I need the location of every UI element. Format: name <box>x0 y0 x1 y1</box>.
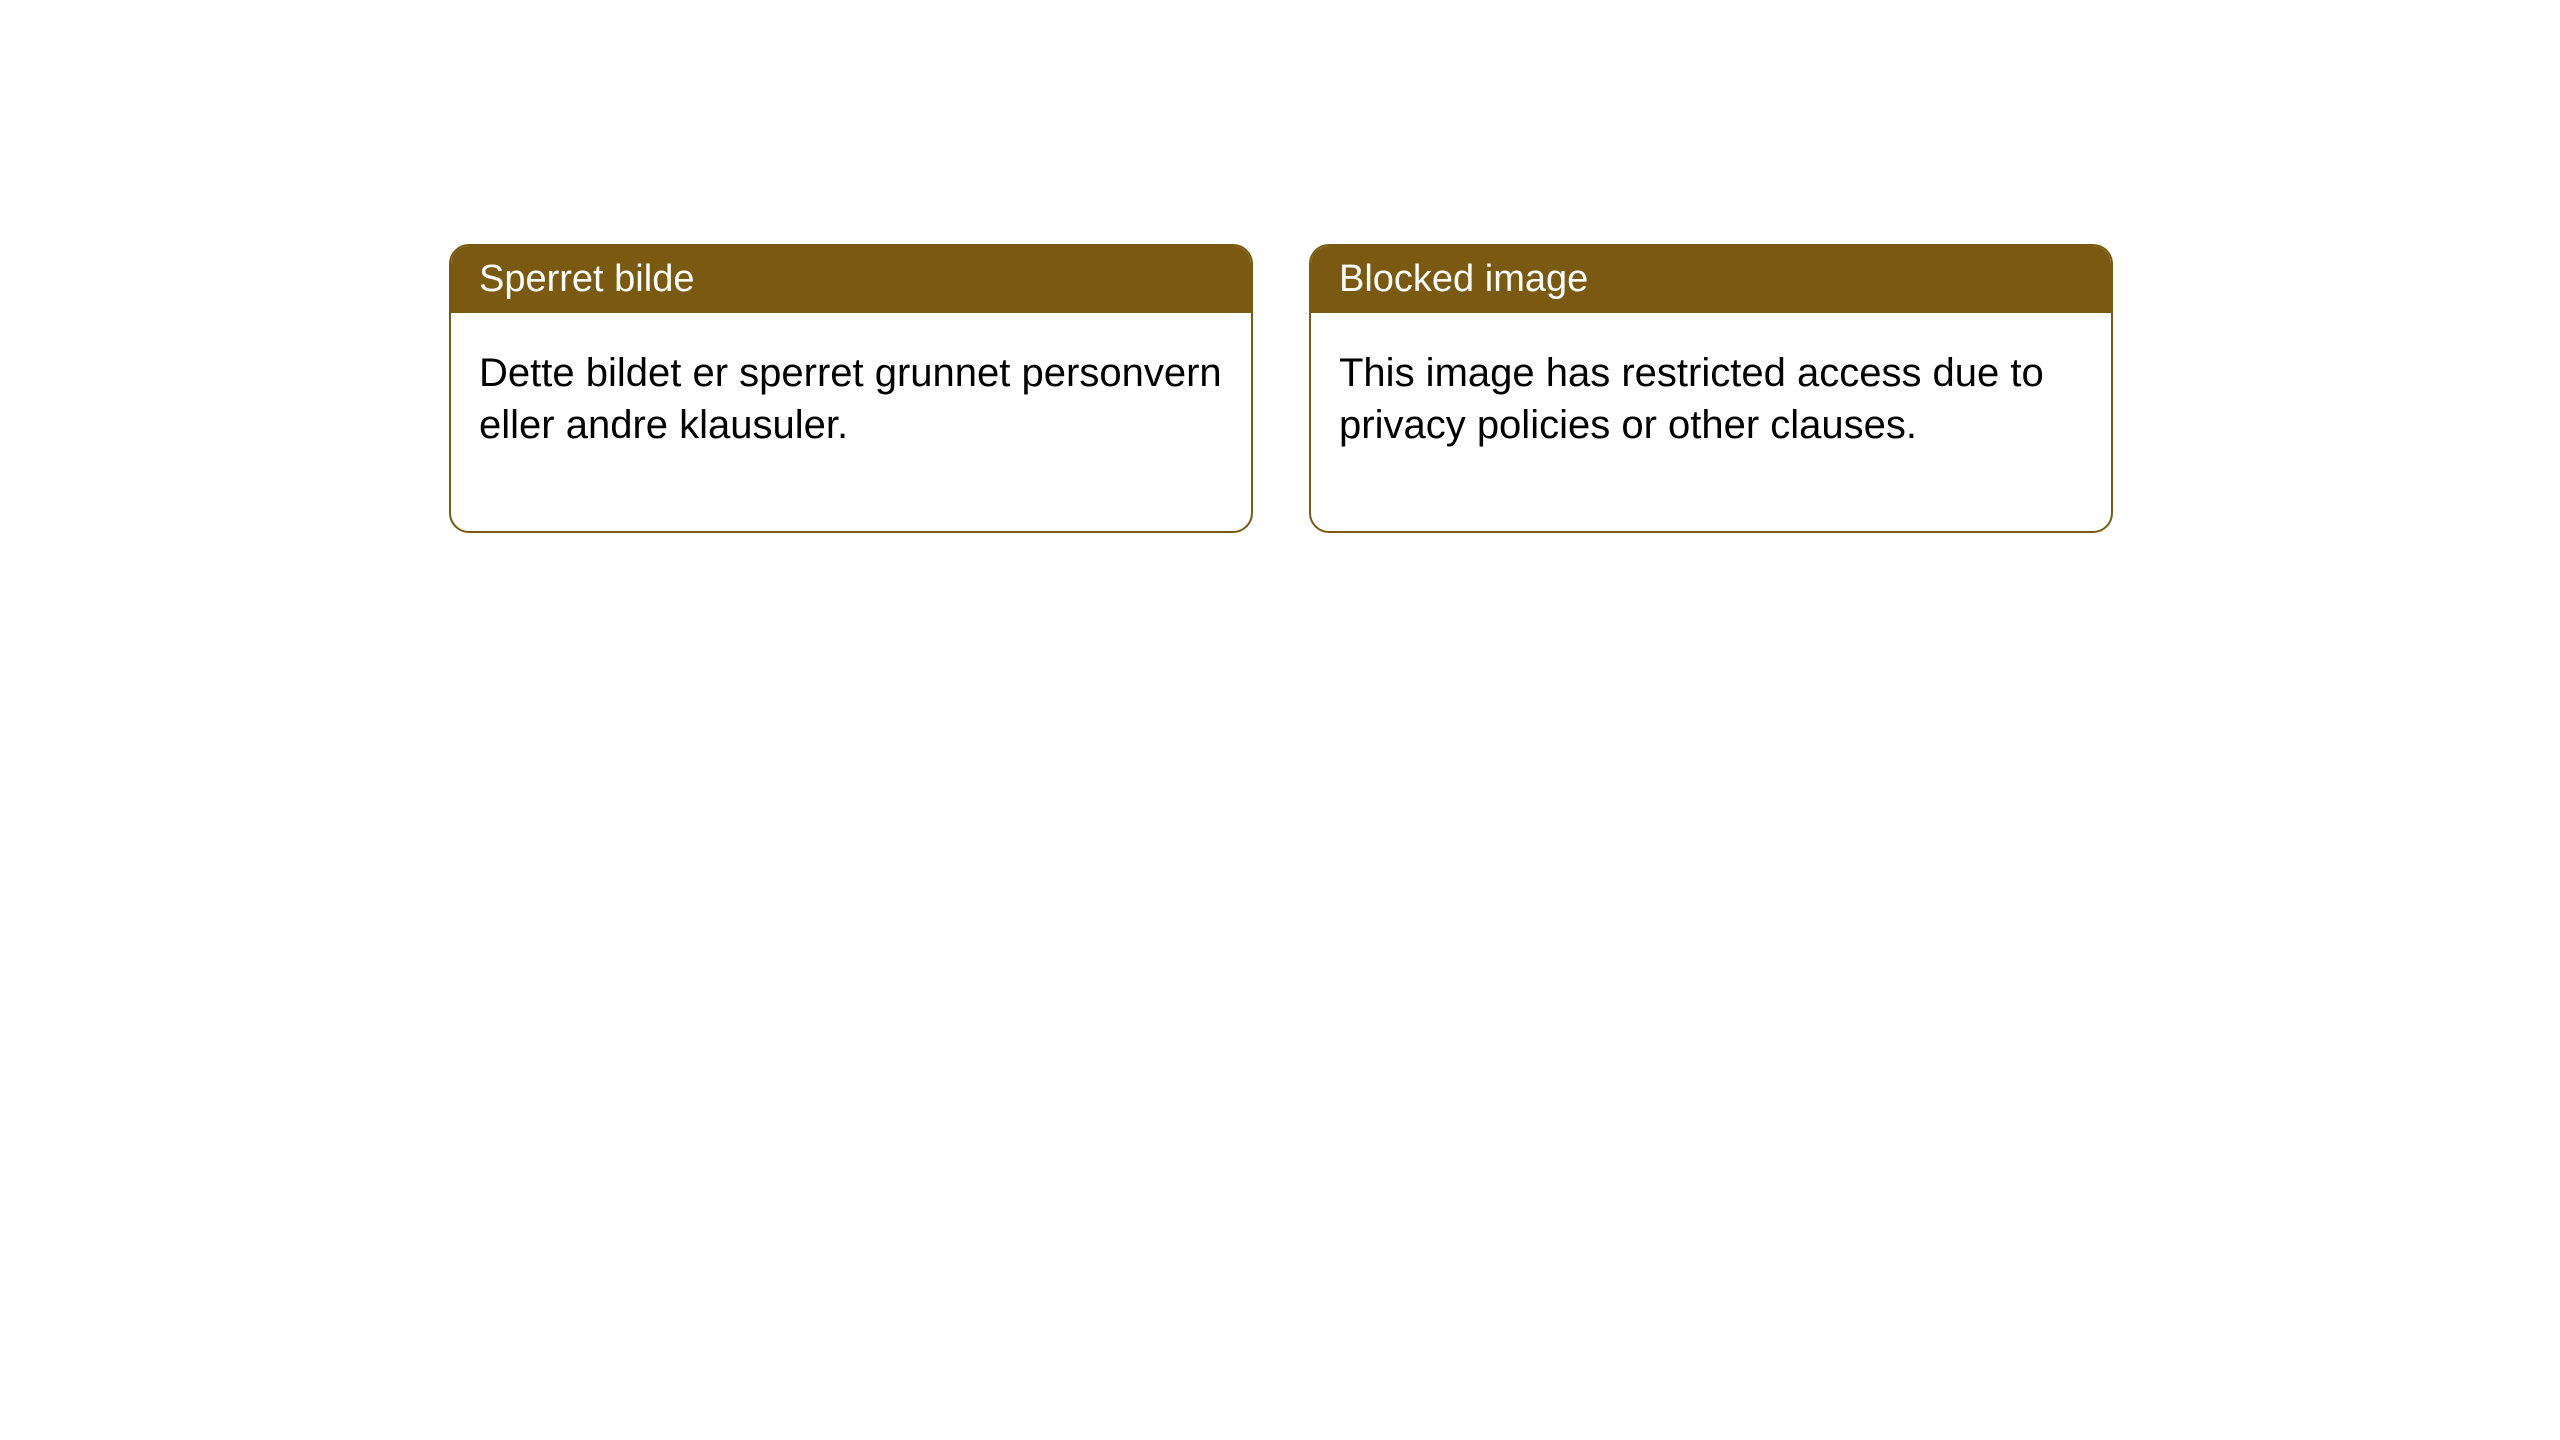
notice-card-no: Sperret bilde Dette bildet er sperret gr… <box>449 244 1253 533</box>
card-body-en: This image has restricted access due to … <box>1311 313 2111 531</box>
card-title-no: Sperret bilde <box>479 258 694 300</box>
card-header-no: Sperret bilde <box>451 246 1251 313</box>
card-body-no: Dette bildet er sperret grunnet personve… <box>451 313 1251 531</box>
card-title-en: Blocked image <box>1339 258 1588 300</box>
notice-container: Sperret bilde Dette bildet er sperret gr… <box>449 244 2113 533</box>
card-text-no: Dette bildet er sperret grunnet personve… <box>479 351 1222 447</box>
notice-card-en: Blocked image This image has restricted … <box>1309 244 2113 533</box>
card-text-en: This image has restricted access due to … <box>1339 351 2044 447</box>
card-header-en: Blocked image <box>1311 246 2111 313</box>
